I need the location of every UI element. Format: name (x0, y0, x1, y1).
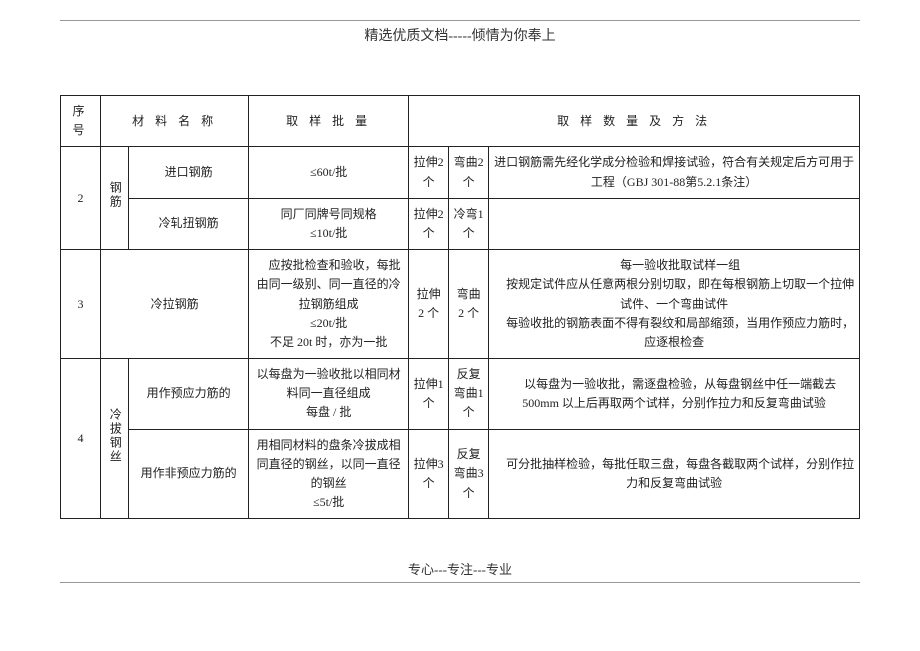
cell-seq: 3 (61, 250, 101, 359)
bottom-rule (60, 582, 860, 583)
cell-batch: 用相同材料的盘条冷拔成相同直径的钢丝，以同一直径的钢丝≤5t/批 (249, 429, 409, 519)
cell-qty2: 弯曲2 个 (449, 147, 489, 198)
cell-mat-name: 进口钢筋 (129, 147, 249, 198)
cell-qty2: 反复弯曲1 个 (449, 359, 489, 430)
cell-qty2: 弯曲2 个 (449, 250, 489, 359)
cell-batch: 同厂同牌号同规格≤10t/批 (249, 198, 409, 249)
th-qty-method: 取 样 数 量 及 方 法 (409, 96, 860, 147)
cell-batch: 应按批检查和验收，每批由同一级别、同一直径的冷拉钢筋组成≤20t/批不足 20t… (249, 250, 409, 359)
cell-qty1: 拉伸3 个 (409, 429, 449, 519)
cell-method: 每一验收批取试样一组 按规定试件应从任意两根分别切取，即在每根钢筋上切取一个拉伸… (489, 250, 860, 359)
cell-mat-name: 用作预应力筋的 (129, 359, 249, 430)
cell-mat-group: 冷拔钢丝 (101, 359, 129, 519)
cell-seq: 4 (61, 359, 101, 519)
th-seq: 序号 (61, 96, 101, 147)
table-row: 4 冷拔钢丝 用作预应力筋的 以每盘为一验收批以相同材料同一直径组成每盘 / 批… (61, 359, 860, 430)
cell-method: 以每盘为一验收批，需逐盘检验，从每盘钢丝中任一端截去 500mm 以上后再取两个… (489, 359, 860, 430)
cell-batch: 以每盘为一验收批以相同材料同一直径组成每盘 / 批 (249, 359, 409, 430)
cell-qty1: 拉伸2 个 (409, 147, 449, 198)
cell-qty2: 冷弯1 个 (449, 198, 489, 249)
cell-mat-name: 用作非预应力筋的 (129, 429, 249, 519)
cell-method (489, 198, 860, 249)
cell-qty2: 反复弯曲3 个 (449, 429, 489, 519)
table-row: 冷轧扭钢筋 同厂同牌号同规格≤10t/批 拉伸2 个 冷弯1 个 (61, 198, 860, 249)
cell-mat-name: 冷拉钢筋 (101, 250, 249, 359)
th-batch: 取 样 批 量 (249, 96, 409, 147)
cell-mat-name: 冷轧扭钢筋 (129, 198, 249, 249)
cell-seq: 2 (61, 147, 101, 250)
cell-mat-group: 钢筋 (101, 147, 129, 250)
table-row: 3 冷拉钢筋 应按批检查和验收，每批由同一级别、同一直径的冷拉钢筋组成≤20t/… (61, 250, 860, 359)
cell-qty1: 拉伸2 个 (409, 250, 449, 359)
vtext-label: 钢筋 (105, 181, 124, 209)
cell-method: 可分批抽样检验，每批任取三盘，每盘各截取两个试样，分别作拉力和反复弯曲试验 (489, 429, 860, 519)
cell-qty1: 拉伸2 个 (409, 198, 449, 249)
vtext-label: 冷拔钢丝 (105, 408, 124, 464)
th-material: 材 料 名 称 (101, 96, 249, 147)
page-header: 精选优质文档-----倾情为你奉上 (60, 25, 860, 45)
cell-qty1: 拉伸1 个 (409, 359, 449, 430)
page-container: 精选优质文档-----倾情为你奉上 序号 材 料 名 称 取 样 批 量 取 样… (0, 0, 920, 583)
cell-batch: ≤60t/批 (249, 147, 409, 198)
table-row: 2 钢筋 进口钢筋 ≤60t/批 拉伸2 个 弯曲2 个 进口钢筋需先经化学成分… (61, 147, 860, 198)
cell-method: 进口钢筋需先经化学成分检验和焊接试验，符合有关规定后方可用于工程（GBJ 301… (489, 147, 860, 198)
table-header-row: 序号 材 料 名 称 取 样 批 量 取 样 数 量 及 方 法 (61, 96, 860, 147)
material-table: 序号 材 料 名 称 取 样 批 量 取 样 数 量 及 方 法 2 钢筋 进口… (60, 95, 860, 519)
top-rule (60, 20, 860, 21)
table-row: 用作非预应力筋的 用相同材料的盘条冷拔成相同直径的钢丝，以同一直径的钢丝≤5t/… (61, 429, 860, 519)
page-footer: 专心---专注---专业 (60, 559, 860, 578)
